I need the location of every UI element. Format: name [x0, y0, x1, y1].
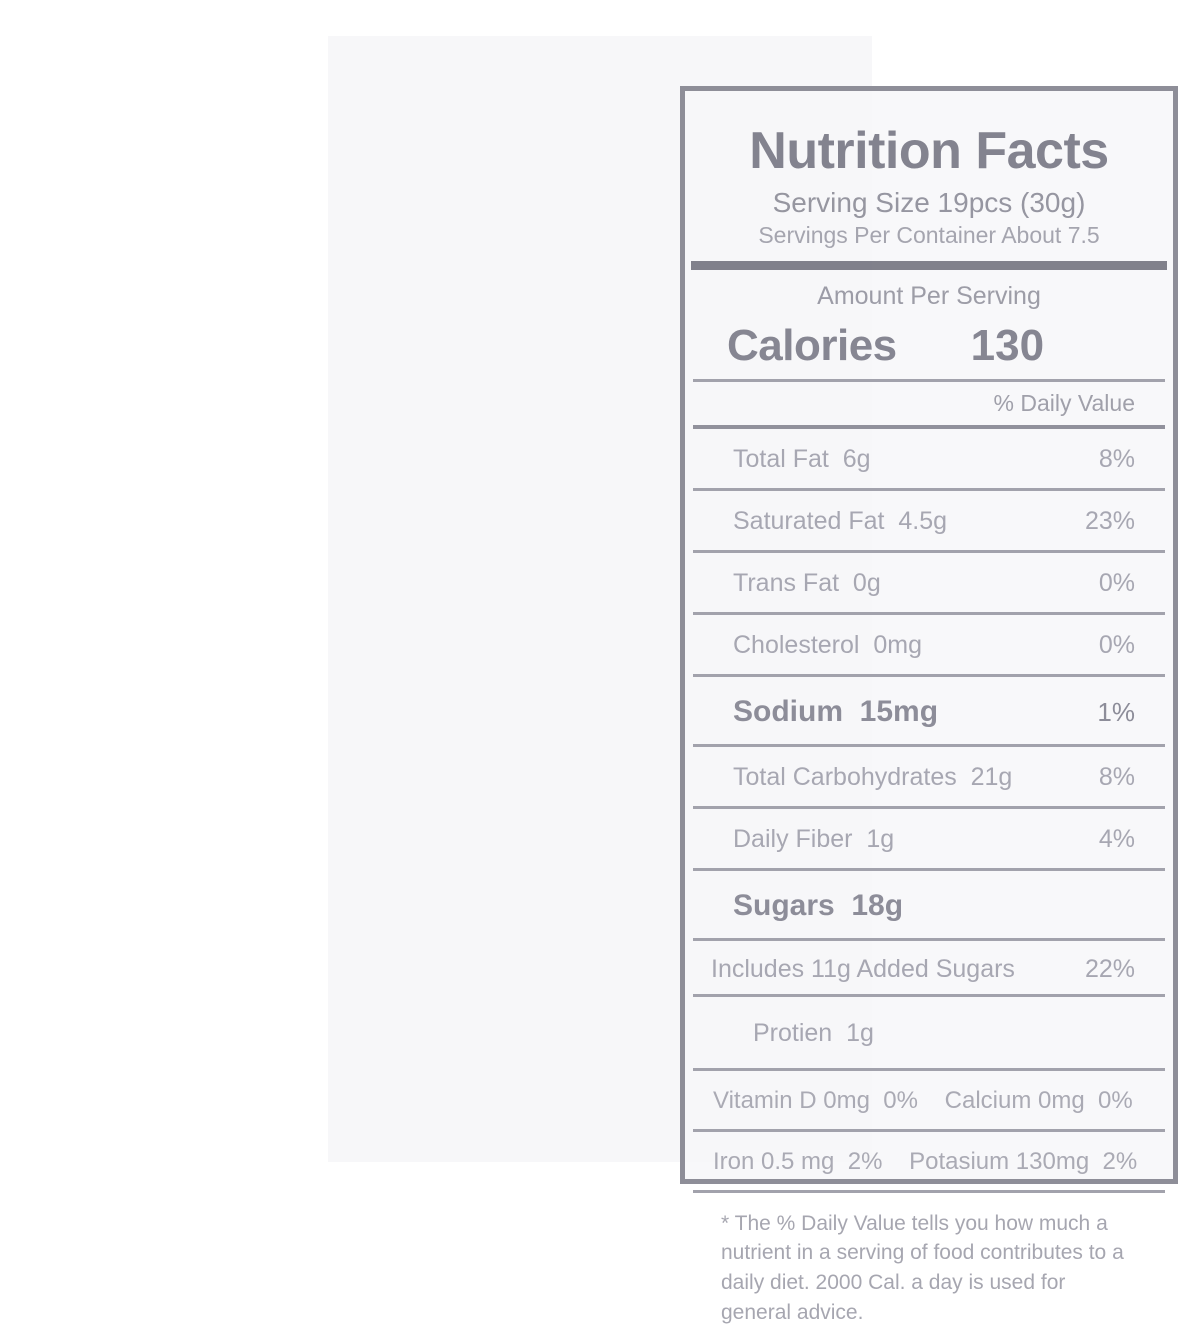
- divider-nutrient-row: [693, 743, 1165, 747]
- divider-micronutrient-row: [693, 1189, 1165, 1193]
- nutrient-name: Includes 11g Added Sugars: [711, 954, 1015, 983]
- divider-nutrient-row: [693, 549, 1165, 553]
- nutrient-daily-value: 0%: [1098, 568, 1135, 597]
- nutrient-row: Trans Fat 0g 0%: [691, 553, 1167, 612]
- nutrient-name: Total Carbohydrates 21g: [733, 762, 1013, 791]
- nutrient-daily-value: 4%: [1098, 824, 1135, 853]
- calories-row: Calories 130: [691, 321, 1167, 379]
- product-package-paper: Nutrition Facts Serving Size 19pcs (30g)…: [328, 36, 1178, 1324]
- divider-nutrient-row: [693, 867, 1165, 871]
- nutrient-daily-value: 8%: [1098, 762, 1135, 791]
- calories-value: 130: [970, 320, 1045, 370]
- nutrient-row: Cholesterol 0mg 0%: [691, 615, 1167, 674]
- divider-nutrient-row: [693, 937, 1165, 941]
- nutrient-row: Includes 11g Added Sugars 22%: [691, 941, 1167, 994]
- nutrient-name: Daily Fiber 1g: [733, 824, 895, 853]
- nutrient-name: Sodium 15mg: [733, 694, 939, 728]
- nutrient-row: Total Fat 6g 8%: [691, 429, 1167, 488]
- nutrition-facts-label: Nutrition Facts Serving Size 19pcs (30g)…: [680, 86, 1178, 1324]
- nutrient-row: Total Carbohydrates 21g 8%: [691, 747, 1167, 806]
- divider-nutrient-row: [693, 673, 1165, 677]
- page-canvas: Nutrition Facts Serving Size 19pcs (30g)…: [328, 36, 1178, 1325]
- nutrient-daily-value: 23%: [1084, 506, 1135, 535]
- divider-below-calories: [693, 378, 1165, 382]
- serving-size-text: Serving Size 19pcs (30g): [772, 187, 1086, 218]
- divider-nutrient-row: [693, 805, 1165, 809]
- divider-nutrient-row: [693, 611, 1165, 615]
- nutrient-daily-value: 22%: [1084, 954, 1135, 983]
- nutrient-daily-value: 8%: [1098, 444, 1135, 473]
- nutrient-name: Total Fat 6g: [733, 444, 871, 473]
- micronutrient-row: Iron 0.5 mg 2% Potasium 130mg 2%: [713, 1147, 1138, 1175]
- nutrient-daily-value: 1%: [1097, 696, 1135, 727]
- nutrient-name: Saturated Fat 4.5g: [733, 506, 948, 535]
- nutrient-row: Saturated Fat 4.5g 23%: [691, 491, 1167, 550]
- micronutrient-row: Vitamin D 0mg 0% Calcium 0mg 0%: [713, 1086, 1133, 1114]
- divider-micronutrient-row: [693, 1128, 1165, 1132]
- divider-nutrient-row: [693, 993, 1165, 997]
- nutrient-name: Cholesterol 0mg: [733, 630, 922, 659]
- divider-nutrient-row: [693, 487, 1165, 491]
- nutrient-name: Sugars 18g: [733, 888, 904, 922]
- amount-per-serving-text: Amount Per Serving: [817, 281, 1041, 310]
- calories-label: Calories: [727, 320, 897, 370]
- label-title: Nutrition Facts: [749, 122, 1109, 180]
- divider-below-daily-value: [693, 424, 1165, 429]
- nutrient-row: Protien 1g: [691, 997, 1167, 1068]
- nutrient-name: Trans Fat 0g: [733, 568, 881, 597]
- nutrient-row: Sugars 18g: [691, 871, 1167, 938]
- nutrient-rows-container: Total Fat 6g 8% Saturated Fat 4.5g 23% Trans…: [691, 429, 1167, 1071]
- nutrient-row: Sodium 15mg 1%: [691, 677, 1167, 744]
- servings-per-container-text: Servings Per Container About 7.5: [758, 222, 1100, 249]
- divider-nutrient-row: [693, 1067, 1165, 1071]
- nutrient-row: Daily Fiber 1g 4%: [691, 809, 1167, 868]
- nutrient-daily-value: 0%: [1098, 630, 1135, 659]
- daily-value-header: % Daily Value: [993, 389, 1135, 416]
- daily-value-footnote: * The % Daily Value tells you how much a…: [721, 1211, 1124, 1325]
- divider-thick-header: [691, 260, 1167, 270]
- nutrient-name: Protien 1g: [753, 1018, 874, 1047]
- micronutrient-rows-container: Vitamin D 0mg 0% Calcium 0mg 0% Iron 0.5 …: [691, 1071, 1167, 1193]
